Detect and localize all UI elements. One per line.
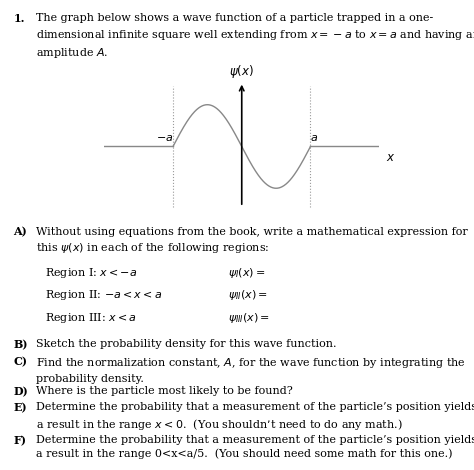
Text: A): A) xyxy=(13,227,27,237)
Text: Without using equations from the book, write a mathematical expression for
this : Without using equations from the book, w… xyxy=(36,227,467,255)
Text: C): C) xyxy=(13,356,27,367)
Text: $\psi_{III}(x) =$: $\psi_{III}(x) =$ xyxy=(228,311,270,325)
Text: $-a$: $-a$ xyxy=(155,133,173,143)
Text: Determine the probability that a measurement of the particle’s position yields
a: Determine the probability that a measure… xyxy=(36,435,474,459)
Text: $\psi(x)$: $\psi(x)$ xyxy=(229,63,254,79)
Text: Find the normalization constant, $A$, for the wave function by integrating the
p: Find the normalization constant, $A$, fo… xyxy=(36,356,465,384)
Text: Region I: $x < -a$: Region I: $x < -a$ xyxy=(45,266,137,280)
Text: The graph below shows a wave function of a particle trapped in a one-
dimensiona: The graph below shows a wave function of… xyxy=(36,13,474,60)
Text: D): D) xyxy=(13,386,28,397)
Text: Determine the probability that a measurement of the particle’s position yields
a: Determine the probability that a measure… xyxy=(36,402,474,432)
Text: Region III: $x < a$: Region III: $x < a$ xyxy=(45,311,137,325)
Text: B): B) xyxy=(13,339,28,350)
Text: Region II: $-a < x < a$: Region II: $-a < x < a$ xyxy=(45,288,162,302)
Text: $\psi_{II}(x) =$: $\psi_{II}(x) =$ xyxy=(228,288,267,302)
Text: 1.: 1. xyxy=(13,13,25,24)
Text: F): F) xyxy=(13,435,26,446)
Text: Where is the particle most likely to be found?: Where is the particle most likely to be … xyxy=(36,386,292,396)
Text: $x$: $x$ xyxy=(386,151,395,164)
Text: $\psi_I(x) =$: $\psi_I(x) =$ xyxy=(228,266,265,280)
Text: $a$: $a$ xyxy=(310,133,319,143)
Text: E): E) xyxy=(13,402,27,413)
Text: Sketch the probability density for this wave function.: Sketch the probability density for this … xyxy=(36,339,336,349)
